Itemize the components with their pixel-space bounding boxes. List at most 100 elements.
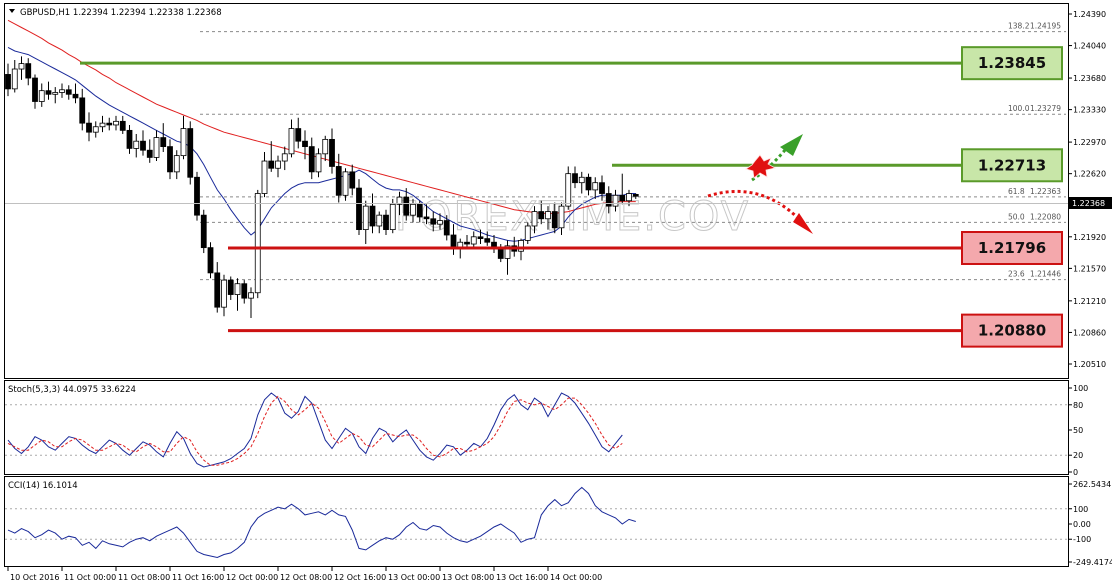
cci-tick-label: 262.5434 xyxy=(1073,480,1111,489)
price-tick-label: 1.21920 xyxy=(1073,233,1106,242)
candle xyxy=(32,74,38,109)
bear-candle-body xyxy=(477,236,484,240)
cci-title: CCI(14) 16.1014 xyxy=(8,481,78,491)
candle xyxy=(295,117,302,149)
bear-candle-body xyxy=(302,140,308,148)
candle xyxy=(524,222,531,245)
candle xyxy=(86,112,92,142)
time-tick-label: 13 Oct 08:00 xyxy=(442,573,494,582)
candle xyxy=(504,240,511,275)
candle xyxy=(551,202,558,234)
candle xyxy=(106,117,113,131)
candle xyxy=(173,150,180,180)
candle xyxy=(531,206,538,234)
fibonacci-levels: 138.2 1.24195 100.0 1.23279 61.8 1.22363 50.0 1… xyxy=(200,22,1066,281)
bear-candle-body xyxy=(383,214,389,230)
bear-candle-body xyxy=(369,205,376,227)
support-level-box xyxy=(961,313,1063,348)
bear-candle-body xyxy=(241,283,248,299)
time-tick-label: 13 Oct 00:00 xyxy=(388,573,440,582)
candle xyxy=(241,280,248,304)
candle xyxy=(632,193,639,199)
candle xyxy=(248,287,254,318)
candle xyxy=(18,56,25,80)
candle xyxy=(342,168,349,201)
bear-candle-body xyxy=(308,146,315,173)
bear-candle-body xyxy=(86,122,92,133)
bear-candle-body xyxy=(632,194,639,197)
bull-candle-body xyxy=(531,211,538,227)
bear-candle-body xyxy=(605,193,612,207)
candle xyxy=(160,123,167,153)
candle xyxy=(403,188,410,221)
bear-candle-body xyxy=(126,129,133,149)
bear-candle-body xyxy=(5,74,11,90)
candle xyxy=(437,213,443,230)
candle xyxy=(538,200,545,225)
time-tick-label: 12 Oct 16:00 xyxy=(334,573,386,582)
candle xyxy=(254,189,261,299)
candle xyxy=(99,115,106,133)
bear-candle-body xyxy=(25,63,32,79)
bull-candle-body xyxy=(173,155,180,173)
candle xyxy=(119,115,126,134)
bear-candle-body xyxy=(167,146,173,173)
bull-candle-body xyxy=(504,245,511,259)
price-tick-label: 1.23330 xyxy=(1073,106,1106,115)
bull-candle-body xyxy=(612,194,619,207)
candle xyxy=(52,87,59,104)
stoch-main-line xyxy=(7,392,623,468)
candle xyxy=(356,179,362,236)
bear-candle-body xyxy=(599,182,605,194)
bear-candle-body xyxy=(349,171,356,189)
bull-candle-body xyxy=(221,279,227,308)
bear-candle-body xyxy=(585,176,592,191)
bull-candle-body xyxy=(322,138,329,155)
cci-line xyxy=(7,486,636,559)
candle xyxy=(268,141,275,172)
bull-candle-body xyxy=(248,292,254,299)
bear-candle-body xyxy=(572,173,578,184)
bear-candle-body xyxy=(119,120,126,131)
bull-candle-body xyxy=(133,140,140,149)
candle xyxy=(315,148,322,178)
bull-candle-body xyxy=(342,171,349,196)
fib-level-percent: 100.0 xyxy=(1008,104,1030,113)
candle xyxy=(180,115,187,160)
candle xyxy=(329,128,335,174)
bear-candle-body xyxy=(335,166,342,196)
bull-candle-body xyxy=(52,92,59,95)
bull-candle-body xyxy=(153,137,160,158)
cci-pane-frame xyxy=(4,476,1069,567)
bearish-arrow-head-icon xyxy=(793,213,813,234)
candle xyxy=(349,164,356,196)
fib-level-value: 1.24195 xyxy=(1030,22,1061,31)
bull-candle-body xyxy=(565,173,572,207)
candle xyxy=(585,173,592,196)
candle xyxy=(410,198,416,223)
bear-candle-body xyxy=(268,160,275,169)
bear-candle-body xyxy=(484,238,491,243)
breakout-burst-icon xyxy=(745,154,777,179)
bear-candle-body xyxy=(538,211,545,220)
fib-level-value: 1.22363 xyxy=(1030,187,1061,196)
bear-candle-body xyxy=(295,128,302,142)
candle xyxy=(207,242,214,279)
dropdown-triangle-icon[interactable] xyxy=(9,9,15,13)
candle xyxy=(605,186,612,214)
stochastic-lines xyxy=(7,392,623,468)
fib-level-percent: 138.2 xyxy=(1008,22,1030,31)
bullish-arrow-head-icon xyxy=(780,134,803,156)
candle xyxy=(133,133,140,158)
candle xyxy=(592,177,599,199)
bull-candle-body xyxy=(437,220,443,225)
candle xyxy=(187,121,194,185)
bear-candle-body xyxy=(416,203,423,218)
candle xyxy=(619,173,626,205)
candle xyxy=(612,189,619,212)
candle xyxy=(227,276,234,300)
bull-candle-body xyxy=(558,205,565,229)
candle xyxy=(545,206,551,230)
candle xyxy=(430,211,437,232)
